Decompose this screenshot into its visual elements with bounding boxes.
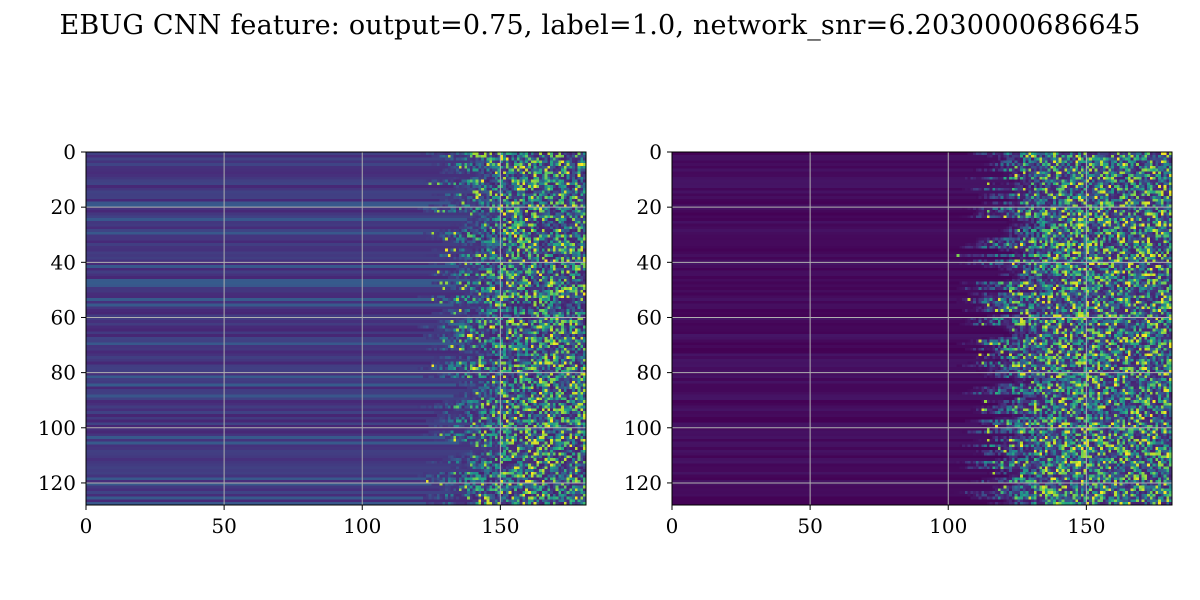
y-tick-label: 60 bbox=[51, 305, 76, 329]
heatmap-image bbox=[672, 152, 1172, 505]
y-tick-label: 120 bbox=[38, 471, 76, 495]
y-tick-label: 120 bbox=[624, 471, 662, 495]
y-tick-label: 100 bbox=[624, 416, 662, 440]
y-tick-label: 100 bbox=[38, 416, 76, 440]
y-tick-label: 0 bbox=[649, 140, 662, 164]
y-tick-label: 80 bbox=[637, 361, 662, 385]
y-tick-label: 20 bbox=[51, 195, 76, 219]
x-tick-label: 0 bbox=[80, 514, 93, 538]
x-tick-label: 100 bbox=[343, 514, 381, 538]
heatmap-image bbox=[86, 152, 586, 505]
axes-frame bbox=[671, 151, 1173, 506]
x-tick-label: 150 bbox=[1067, 514, 1105, 538]
y-tick-label: 20 bbox=[637, 195, 662, 219]
axes-frame bbox=[85, 151, 587, 506]
y-tick-label: 80 bbox=[51, 361, 76, 385]
x-tick-label: 50 bbox=[211, 514, 236, 538]
x-tick-label: 100 bbox=[929, 514, 967, 538]
y-tick-label: 40 bbox=[637, 250, 662, 274]
y-tick-label: 0 bbox=[63, 140, 76, 164]
y-tick-label: 40 bbox=[51, 250, 76, 274]
x-tick-label: 0 bbox=[666, 514, 679, 538]
y-tick-label: 60 bbox=[637, 305, 662, 329]
figure-title: EBUG CNN feature: output=0.75, label=1.0… bbox=[59, 10, 1141, 41]
x-tick-label: 150 bbox=[481, 514, 519, 538]
x-tick-label: 50 bbox=[797, 514, 822, 538]
